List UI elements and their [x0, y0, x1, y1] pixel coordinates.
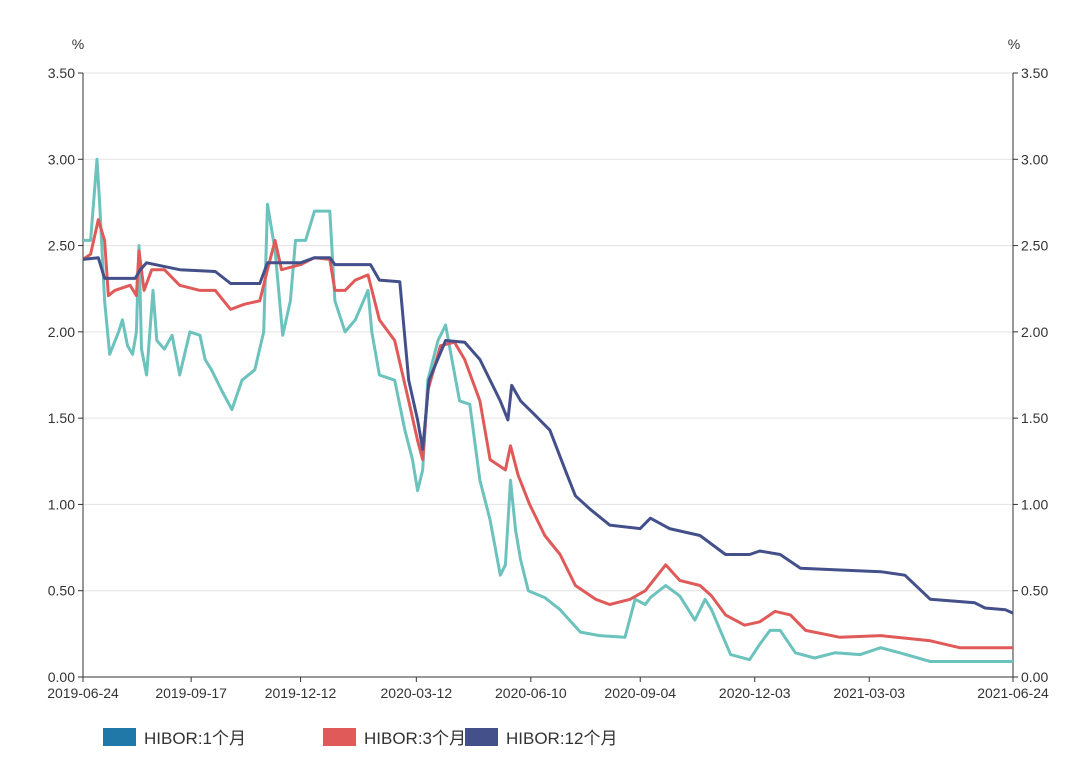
- legend-label: HIBOR:3个月: [364, 729, 466, 748]
- legend-label: HIBOR:12个月: [506, 729, 617, 748]
- gridlines: [83, 72, 1013, 592]
- legend: HIBOR:1个月 HIBOR:3个月 HIBOR:12个月: [103, 728, 617, 748]
- x-tick-label: 2021-03-03: [833, 685, 905, 701]
- series-lines: [82, 157, 1014, 663]
- legend-label: HIBOR:1个月: [144, 729, 246, 748]
- legend-swatch: [103, 728, 136, 746]
- right-y-unit-label: %: [1008, 36, 1020, 52]
- left-y-tick-label: 1.50: [48, 410, 75, 426]
- right-y-tick-label: 3.50: [1021, 65, 1048, 81]
- x-tick-label: 2020-03-12: [381, 685, 453, 701]
- series-line: [82, 256, 1014, 615]
- right-y-tick-label: 2.50: [1021, 238, 1048, 254]
- left-y-tick-label: 0.50: [48, 583, 75, 599]
- x-tick-label: 2019-09-17: [155, 685, 227, 701]
- x-tick-label: 2021-06-24: [977, 685, 1049, 701]
- legend-swatch: [465, 728, 498, 746]
- right-y-tick-label: 2.00: [1021, 324, 1048, 340]
- left-y-tick-label: 0.00: [48, 669, 75, 685]
- x-tick-label: 2020-06-10: [495, 685, 567, 701]
- left-y-tick-label: 1.00: [48, 496, 75, 512]
- left-y-unit-label: %: [72, 36, 84, 52]
- right-y-tick-label: 0.50: [1021, 583, 1048, 599]
- x-tick-label: 2019-06-24: [47, 685, 119, 701]
- right-y-tick-label: 1.50: [1021, 410, 1048, 426]
- series-line: [83, 157, 1013, 663]
- left-y-tick-label: 3.50: [48, 65, 75, 81]
- left-y-tick-label: 3.00: [48, 151, 75, 167]
- right-y-tick-label: 1.00: [1021, 496, 1048, 512]
- right-y-tick-label: 3.00: [1021, 151, 1048, 167]
- x-tick-label: 2020-09-04: [604, 685, 676, 701]
- x-tick-label: 2020-12-03: [719, 685, 791, 701]
- legend-swatch: [323, 728, 356, 746]
- series-line: [82, 218, 1013, 650]
- right-y-tick-label: 0.00: [1021, 669, 1048, 685]
- left-y-tick-label: 2.00: [48, 324, 75, 340]
- x-tick-label: 2019-12-12: [265, 685, 337, 701]
- axes: 0.00 0.00 0.50 0.50 1.00 1.00 1.50 1.50 2.00 2.00…: [47, 65, 1049, 701]
- left-y-tick-label: 2.50: [48, 238, 75, 254]
